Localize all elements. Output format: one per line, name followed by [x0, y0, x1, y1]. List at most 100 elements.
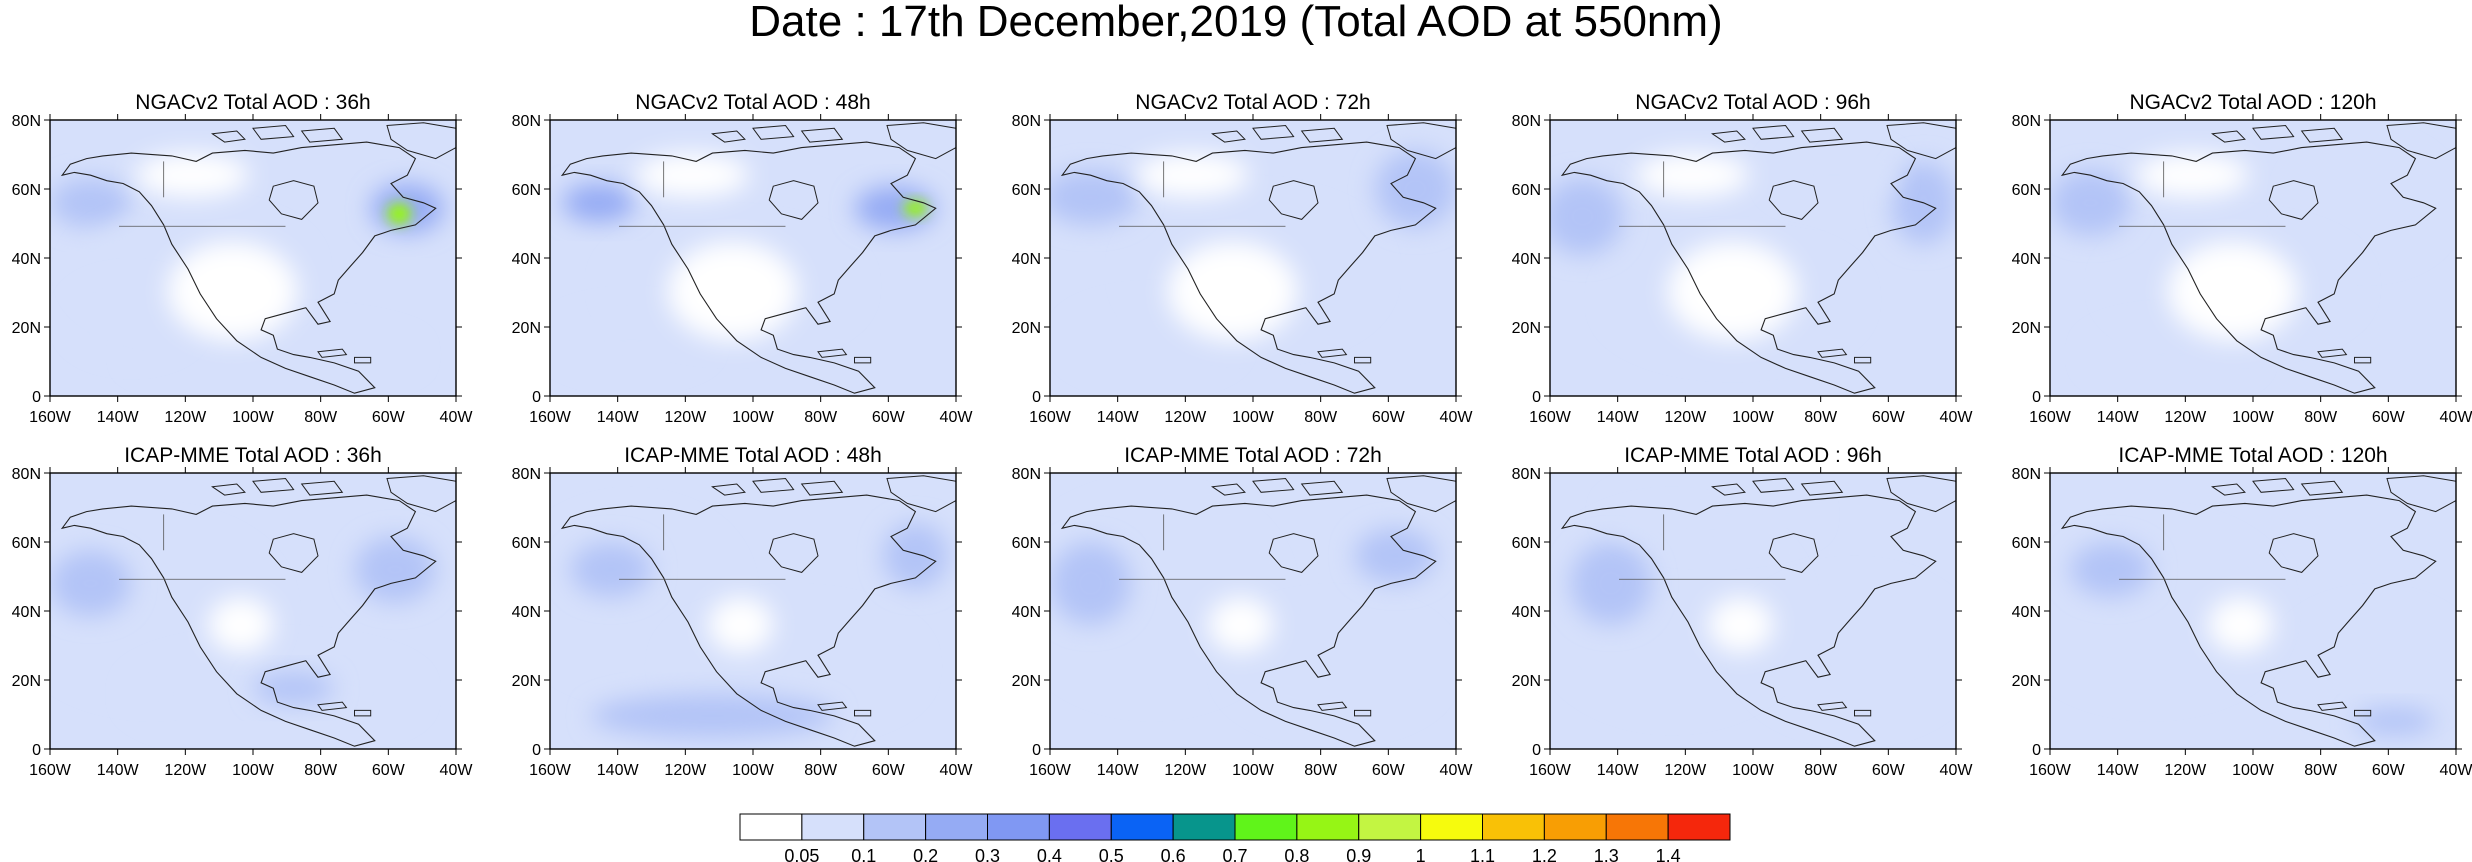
- panel-title: ICAP-MME Total AOD : 48h: [624, 444, 882, 467]
- lat-tick-label: 20N: [1012, 673, 1041, 690]
- lon-tick-label: 100W: [1732, 762, 1775, 779]
- lat-tick-label: 60N: [1012, 535, 1041, 552]
- lat-tick-label: 40N: [1012, 251, 1041, 268]
- lon-tick-label: 60W: [1372, 762, 1406, 779]
- colorbar-swatch: [1048, 813, 1112, 841]
- panel-title: ICAP-MME Total AOD : 96h: [1624, 444, 1882, 467]
- lon-tick-label: 40W: [440, 409, 474, 426]
- aod-plume: [2070, 542, 2152, 598]
- map-panel: ICAP-MME Total AOD : 120h 160W 140W 120W 100…: [2012, 444, 2472, 779]
- lon-tick-label: 100W: [2232, 762, 2275, 779]
- colorbar: 0.05 0.1 0.2 0.3 0.4 0.5 0.6 0.7 0.8 0.9 1 1.1 1.2 1.…: [739, 813, 1731, 862]
- lat-tick-label: 0: [2032, 389, 2041, 406]
- lon-tick-label: 120W: [1664, 762, 1707, 779]
- map-panel: NGACv2 Total AOD : 48h 160W 140W 120W 100W 80…: [512, 91, 974, 426]
- lat-tick-label: 80N: [1512, 113, 1541, 130]
- lat-tick-label: 60N: [12, 535, 41, 552]
- colorbar-label: 0.4: [1037, 846, 1062, 862]
- aod-plume: [50, 177, 132, 228]
- lon-tick-label: 80W: [804, 409, 838, 426]
- aod-plume: [354, 536, 436, 603]
- aod-field: [1050, 473, 1456, 749]
- colorbar-swatch: [801, 813, 865, 841]
- aod-plume: [558, 313, 705, 369]
- lon-tick-label: 100W: [732, 762, 775, 779]
- aod-field: [550, 473, 956, 749]
- aod-plume: [882, 522, 948, 589]
- panel-title: NGACv2 Total AOD : 72h: [1135, 91, 1370, 114]
- lon-tick-label: 140W: [2097, 762, 2140, 779]
- lat-tick-label: 0: [1532, 742, 1541, 759]
- aod-plume: [1550, 177, 1624, 256]
- lat-tick-label: 0: [1032, 742, 1041, 759]
- lat-tick-label: 20N: [512, 673, 541, 690]
- aod-plume: [590, 693, 835, 738]
- aod-plume: [2354, 707, 2436, 736]
- colorbar-label: 1: [1416, 846, 1426, 862]
- aod-field: [50, 120, 456, 396]
- lat-tick-label: 20N: [12, 673, 41, 690]
- lon-tick-label: 60W: [2372, 409, 2406, 426]
- lon-tick-label: 60W: [372, 762, 406, 779]
- lon-tick-label: 160W: [1529, 409, 1572, 426]
- aod-plume: [1773, 147, 1896, 203]
- lon-tick-label: 80W: [304, 762, 338, 779]
- coastline: [2060, 141, 2437, 394]
- aod-plume: [1232, 611, 1436, 722]
- panel-title: ICAP-MME Total AOD : 36h: [124, 444, 382, 467]
- lon-tick-label: 120W: [164, 762, 207, 779]
- coastline: [1060, 141, 1437, 394]
- coastline: [60, 494, 437, 747]
- lat-tick-label: 0: [32, 742, 41, 759]
- map-panel: NGACv2 Total AOD : 36h 160W 140W 120W 100W 80…: [12, 91, 474, 426]
- coastline: [560, 494, 937, 747]
- aod-plume: [253, 671, 335, 705]
- lon-tick-label: 160W: [29, 409, 72, 426]
- map-panel: ICAP-MME Total AOD : 36h 160W 140W 120W 100W…: [12, 444, 474, 779]
- lat-tick-label: 20N: [2012, 673, 2041, 690]
- aod-plume: [50, 550, 132, 617]
- aod-plume: [903, 200, 928, 217]
- colorbar-swatch: [863, 813, 927, 841]
- lon-tick-label: 40W: [940, 762, 974, 779]
- lat-tick-label: 20N: [1512, 320, 1541, 337]
- colorbar-label: 1.4: [1656, 846, 1681, 862]
- colorbar-label: 0.2: [913, 846, 938, 862]
- colorbar-swatch: [1543, 813, 1607, 841]
- lon-tick-label: 80W: [304, 409, 338, 426]
- lon-tick-label: 140W: [597, 409, 640, 426]
- lat-tick-label: 60N: [1012, 182, 1041, 199]
- lon-tick-label: 160W: [1029, 762, 1072, 779]
- lon-tick-label: 120W: [1664, 409, 1707, 426]
- coastline: [1560, 141, 1937, 394]
- lon-tick-label: 60W: [372, 409, 406, 426]
- colorbar-label: 0.8: [1284, 846, 1309, 862]
- lon-tick-label: 100W: [732, 409, 775, 426]
- colorbar-label: 0.3: [975, 846, 1000, 862]
- lat-tick-label: 40N: [2012, 604, 2041, 621]
- map-panel: NGACv2 Total AOD : 120h 160W 140W 120W 100W 8…: [2012, 91, 2472, 426]
- lon-tick-label: 160W: [29, 762, 72, 779]
- lat-tick-label: 0: [532, 389, 541, 406]
- lat-tick-label: 20N: [1512, 673, 1541, 690]
- aod-plume: [1374, 150, 1456, 228]
- coastline: [60, 141, 437, 394]
- colorbar-swatch: [1296, 813, 1360, 841]
- coastline: [1560, 494, 1937, 747]
- colorbar-swatch: [1420, 813, 1483, 841]
- lat-tick-label: 80N: [512, 466, 541, 483]
- colorbar-label: 1.1: [1470, 846, 1495, 862]
- map-panel: NGACv2 Total AOD : 72h 160W 140W 120W 100W 80…: [1012, 91, 1474, 426]
- map-panel: ICAP-MME Total AOD : 48h 160W 140W 120W 100W…: [512, 444, 974, 779]
- lon-tick-label: 140W: [1597, 762, 1640, 779]
- lon-tick-label: 60W: [2372, 762, 2406, 779]
- lat-tick-label: 40N: [1012, 604, 1041, 621]
- lat-tick-label: 20N: [12, 320, 41, 337]
- aod-plume: [131, 327, 416, 383]
- lon-tick-label: 100W: [2232, 409, 2275, 426]
- lat-tick-label: 40N: [2012, 251, 2041, 268]
- aod-plume: [386, 202, 412, 225]
- lon-tick-label: 40W: [1440, 762, 1474, 779]
- lat-tick-label: 60N: [512, 182, 541, 199]
